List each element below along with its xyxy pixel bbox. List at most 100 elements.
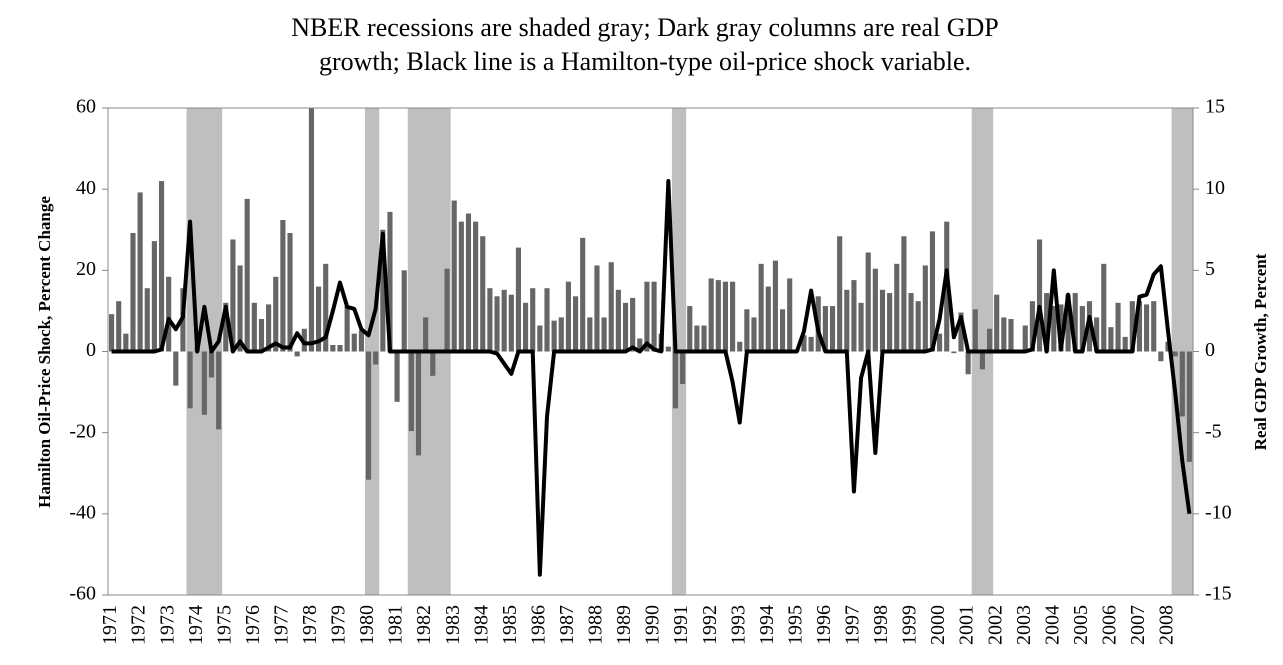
bar [672, 351, 679, 409]
bar [430, 351, 436, 376]
bar [644, 281, 650, 352]
bar [173, 351, 179, 386]
y2-tick-label: 0 [1205, 339, 1215, 361]
bar [1001, 317, 1007, 352]
bar [744, 309, 750, 352]
bar [865, 252, 871, 352]
bar [972, 309, 978, 352]
x-tick-label: 2008 [1156, 605, 1178, 645]
bar [144, 288, 150, 352]
bar [1094, 317, 1100, 352]
bar [787, 278, 793, 352]
x-tick-label: 2005 [1070, 605, 1092, 645]
bar [915, 301, 921, 352]
bar [608, 262, 614, 352]
x-tick-label: 1971 [99, 605, 121, 645]
x-tick-label: 2006 [1099, 605, 1121, 645]
bar [208, 351, 215, 378]
bar [979, 351, 985, 370]
bar [851, 280, 857, 352]
bar [223, 302, 229, 352]
bar [737, 341, 743, 352]
bar [1008, 319, 1014, 352]
x-tick-label: 1991 [670, 605, 692, 645]
bar [387, 211, 393, 352]
bar [415, 351, 422, 456]
x-tick-label: 1994 [756, 605, 778, 645]
bar [458, 221, 464, 352]
bar [351, 333, 357, 352]
bar [465, 213, 472, 352]
x-tick-label: 1981 [385, 605, 407, 645]
bar [937, 333, 943, 352]
x-tick-label: 1977 [270, 605, 292, 645]
bar [487, 288, 493, 352]
x-tick-label: 1988 [585, 605, 607, 645]
x-tick-label: 2007 [1127, 605, 1149, 645]
bar [373, 351, 379, 365]
bar [694, 325, 700, 352]
bar [701, 325, 707, 352]
bar [1065, 294, 1071, 352]
bar [958, 312, 964, 352]
bar [258, 319, 265, 352]
bar [615, 289, 621, 352]
bar [266, 304, 272, 352]
bar [751, 317, 757, 352]
y-tick-label: 20 [76, 258, 96, 280]
bar [808, 336, 814, 352]
bar [922, 265, 928, 352]
bar [1108, 327, 1114, 352]
bar [829, 306, 836, 352]
bar [801, 335, 807, 352]
bar [1029, 301, 1035, 352]
bar [294, 351, 300, 357]
bar [765, 286, 771, 352]
bar [994, 294, 1000, 352]
bar [216, 351, 222, 430]
x-tick-label: 1985 [499, 605, 521, 645]
line [111, 179, 1192, 577]
x-tick-label: 1996 [813, 605, 835, 645]
bar [580, 237, 586, 352]
x-tick-label: 2004 [1041, 605, 1063, 645]
x-tick-label: 2001 [956, 605, 978, 645]
y2-axis-label: Real GDP Growth, Percent [1251, 253, 1270, 450]
bar [715, 280, 721, 352]
x-tick-label: 1978 [299, 605, 321, 645]
bar [230, 239, 236, 352]
x-tick-label: 1984 [470, 605, 492, 645]
bar [1072, 293, 1078, 352]
x-tick-label: 1975 [213, 605, 235, 645]
bar [879, 289, 886, 352]
bar [779, 309, 786, 352]
bar [358, 330, 364, 352]
bar [501, 289, 507, 352]
x-tick-label: 1999 [899, 605, 921, 645]
bar [473, 221, 479, 352]
x-tick-label: 2000 [927, 605, 949, 645]
bar [544, 288, 550, 352]
x-tick-label: 1989 [613, 605, 635, 645]
bar [1044, 293, 1050, 352]
bar [1122, 336, 1128, 352]
bar [1179, 351, 1185, 417]
bar [287, 232, 293, 352]
bar [565, 281, 571, 352]
bar [1186, 351, 1193, 462]
bar [630, 297, 636, 352]
bar [722, 281, 729, 352]
y2-tick-label: -5 [1205, 420, 1222, 442]
bar [480, 236, 486, 352]
bar [1079, 306, 1085, 352]
bar [530, 288, 536, 352]
bar [394, 351, 400, 402]
bar [123, 333, 129, 352]
x-tick-label: 1974 [185, 605, 207, 645]
y2-tick-label: 15 [1205, 96, 1225, 118]
y2-tick-label: -15 [1205, 583, 1232, 605]
bar [601, 317, 607, 352]
bar [872, 268, 878, 352]
bar [986, 328, 993, 352]
